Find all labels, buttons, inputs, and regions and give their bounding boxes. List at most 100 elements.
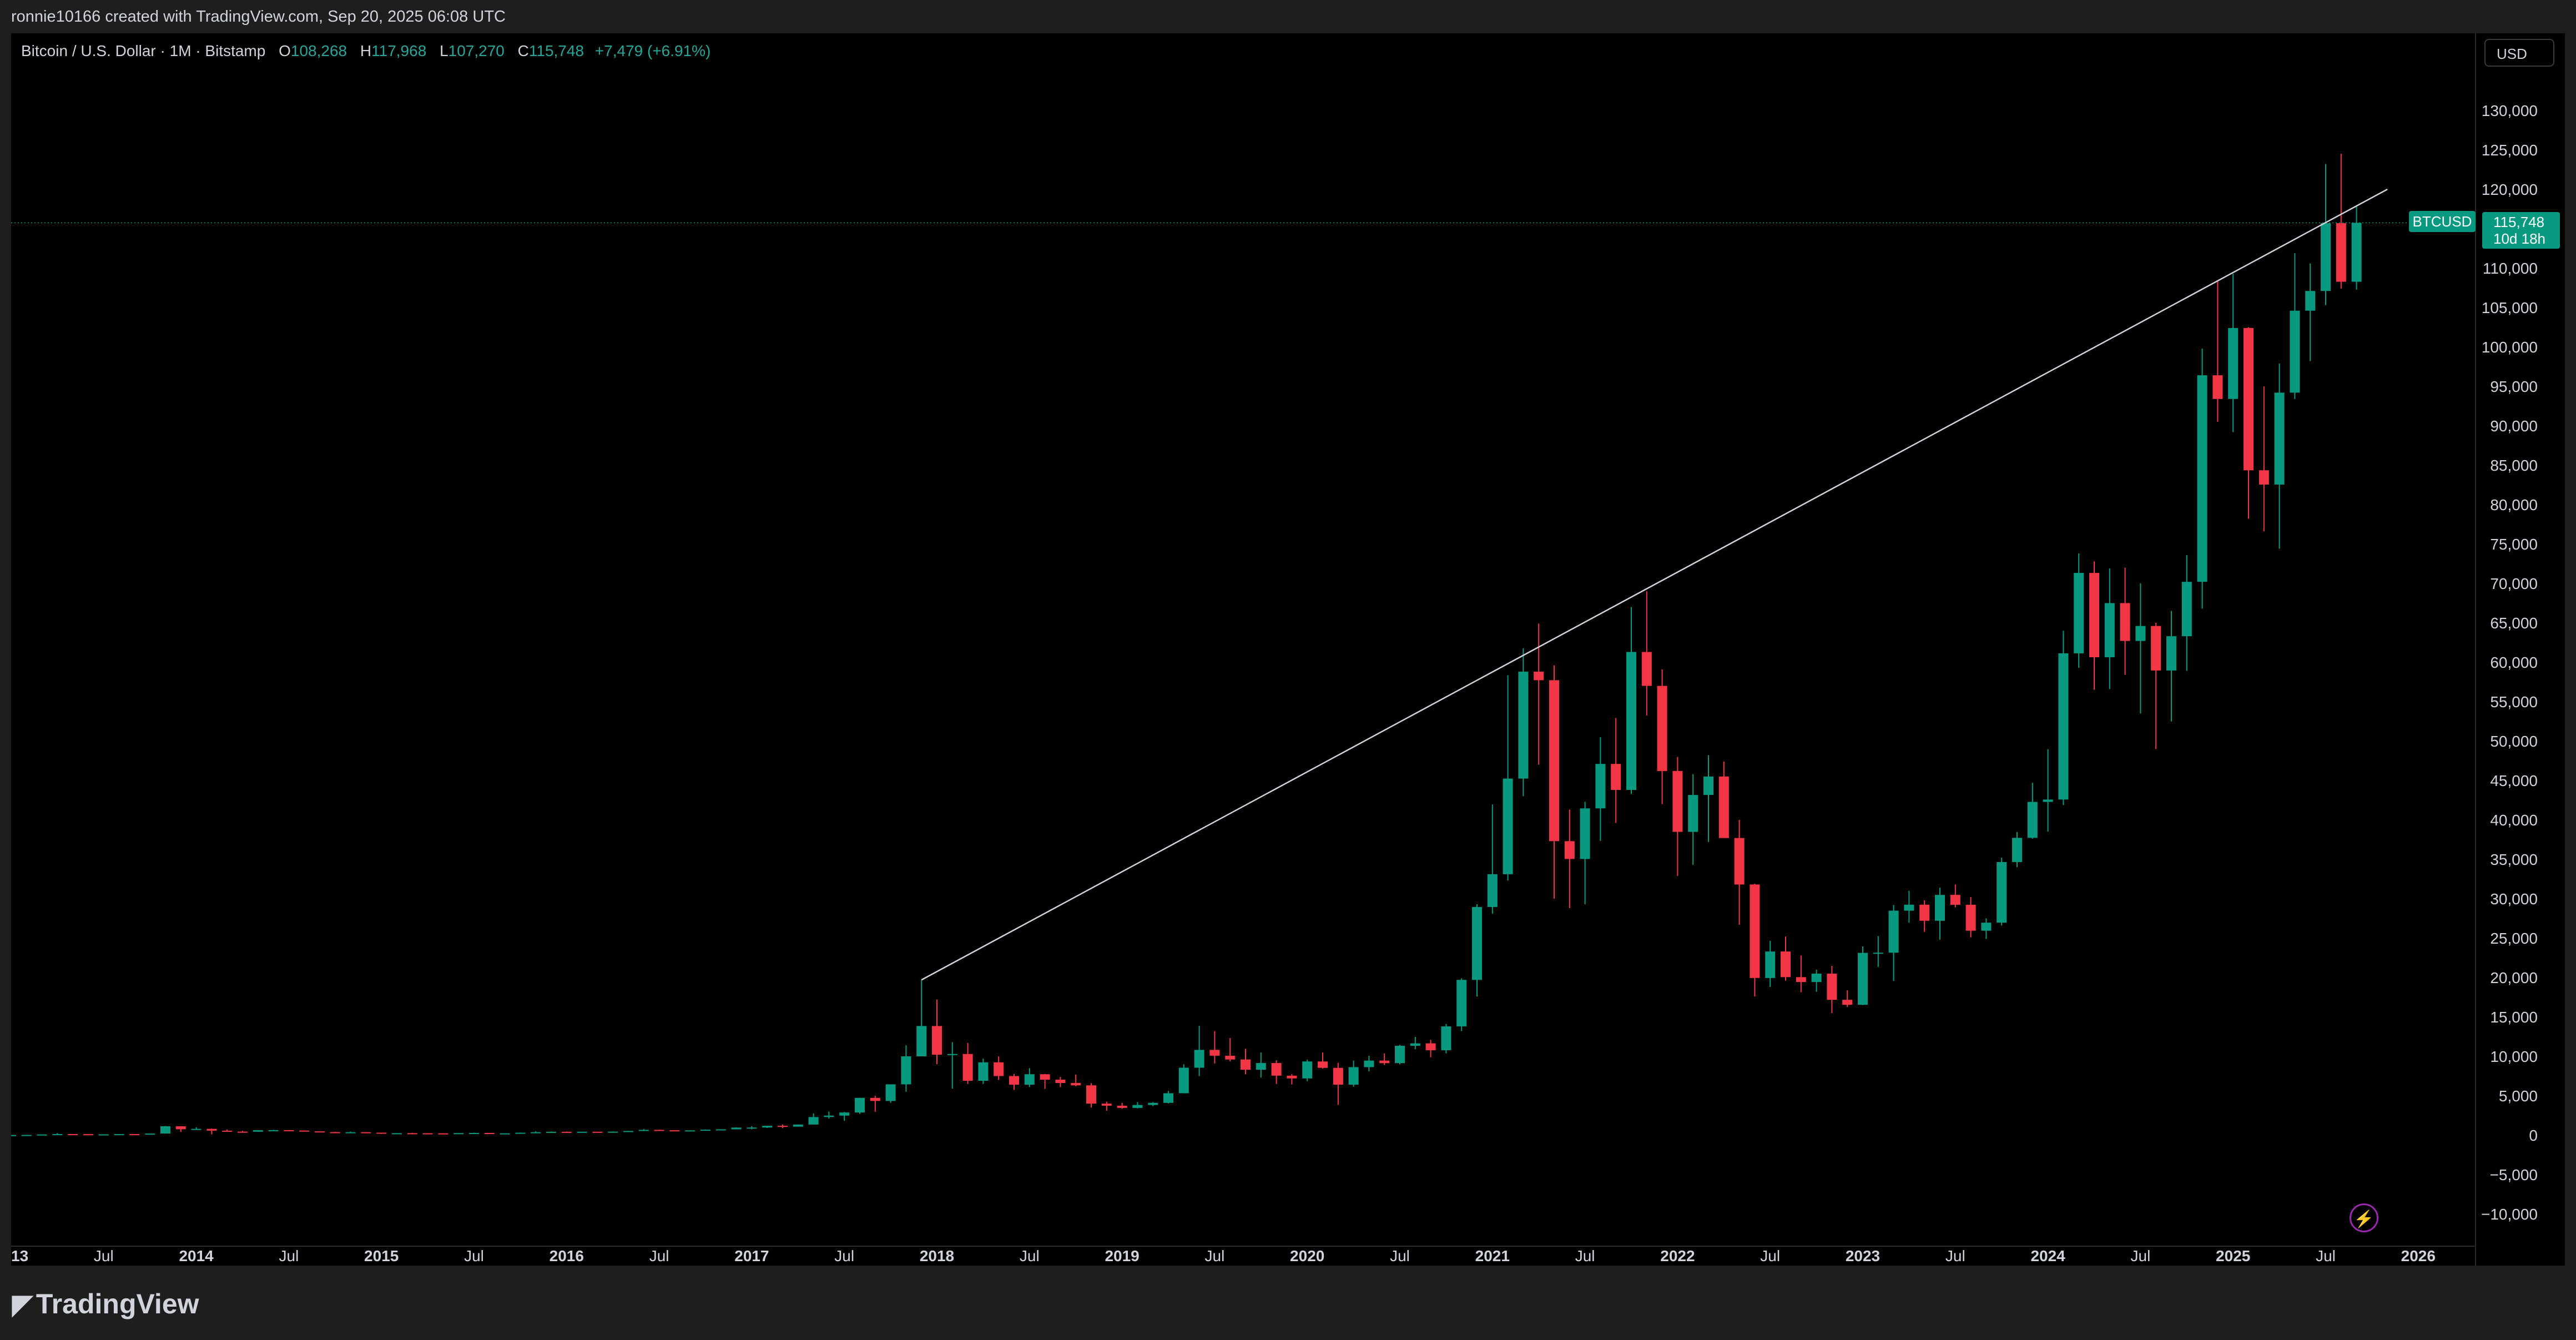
- tradingview-logo-icon: ◤: [12, 1290, 33, 1319]
- candle-body: [2027, 802, 2038, 838]
- y-tick-label: 50,000: [2490, 733, 2538, 750]
- y-tick-label: 125,000: [2482, 142, 2538, 159]
- x-tick-label: 2018: [920, 1247, 954, 1265]
- chart-panel[interactable]: 130,000125,000120,000115,000110,000105,0…: [11, 33, 2565, 1266]
- candle-body: [1209, 1050, 1220, 1056]
- candle-body: [1703, 776, 1713, 795]
- candle-body: [438, 1133, 448, 1135]
- candle-body: [2290, 310, 2300, 393]
- x-tick-label: 2021: [1475, 1247, 1510, 1265]
- candle-body: [52, 1134, 63, 1136]
- candle-body: [577, 1131, 587, 1133]
- candle-body: [83, 1134, 93, 1136]
- x-tick-label: Jul: [1575, 1247, 1595, 1265]
- candle-body: [1688, 795, 1698, 832]
- symbol-title[interactable]: Bitcoin / U.S. Dollar · 1M · Bitstamp: [21, 42, 266, 59]
- candle-body: [916, 1026, 927, 1056]
- x-tick-label: 2017: [734, 1247, 769, 1265]
- candle-body: [994, 1062, 1004, 1076]
- candle-body: [2135, 626, 2146, 641]
- x-tick-label: 2026: [2401, 1247, 2436, 1265]
- y-tick-label: 100,000: [2482, 339, 2538, 356]
- x-tick-label: 2015: [364, 1247, 399, 1265]
- candle-body: [2181, 582, 2192, 637]
- open-value: 108,268: [290, 42, 347, 59]
- candle-body: [654, 1130, 664, 1131]
- candle-body: [284, 1130, 294, 1131]
- y-tick-label: 55,000: [2490, 693, 2538, 711]
- y-tick-label: 70,000: [2490, 575, 2538, 592]
- chart-credit: ronnie10166 created with TradingView.com…: [11, 8, 506, 26]
- candle-body: [1379, 1060, 1390, 1064]
- candle-body: [1178, 1067, 1189, 1094]
- x-tick-label: Jul: [649, 1247, 669, 1265]
- candle-body: [2151, 626, 2161, 671]
- candle-body: [1024, 1074, 1035, 1085]
- candle-body: [1781, 951, 1791, 978]
- y-tick-label: 75,000: [2490, 536, 2538, 553]
- candle-body: [1672, 770, 1683, 832]
- candle-body: [824, 1115, 834, 1117]
- candle-body: [1410, 1043, 1420, 1046]
- high-value: 117,968: [371, 42, 427, 59]
- trendline: [921, 188, 2388, 981]
- candle-body: [1117, 1105, 1127, 1108]
- y-tick-label: 80,000: [2490, 496, 2538, 513]
- candle-body: [1148, 1102, 1158, 1105]
- candle-body: [947, 1054, 957, 1055]
- candle-body: [2089, 573, 2099, 658]
- candle-body: [608, 1131, 618, 1133]
- candle-body: [1981, 923, 1992, 931]
- candle-body: [1564, 841, 1575, 859]
- candle-body: [392, 1133, 402, 1135]
- currency-button[interactable]: USD: [2484, 39, 2554, 67]
- candle-body: [222, 1130, 233, 1132]
- y-tick-label: 105,000: [2482, 299, 2538, 316]
- x-tick-label: Jul: [2316, 1247, 2336, 1265]
- candle-body: [1472, 906, 1482, 980]
- candle-body: [1718, 776, 1729, 838]
- candle-body: [731, 1127, 742, 1130]
- tradingview-logo[interactable]: ◤ TradingView: [12, 1288, 199, 1320]
- price-chart[interactable]: 130,000125,000120,000115,000110,000105,0…: [11, 33, 2565, 1266]
- candle-body: [1256, 1063, 1266, 1070]
- candle-body: [2074, 573, 2084, 653]
- x-tick-label: Jul: [834, 1247, 854, 1265]
- lightning-icon[interactable]: ⚡: [2350, 1203, 2378, 1232]
- candle-body: [1858, 953, 1868, 1005]
- candle-body: [561, 1131, 572, 1133]
- candle-body: [638, 1130, 649, 1131]
- candle-body: [669, 1130, 680, 1132]
- candle-body: [175, 1126, 186, 1130]
- candle-body: [839, 1112, 850, 1116]
- candle-body: [500, 1133, 510, 1135]
- candle-body: [2351, 223, 2362, 282]
- candle-body: [68, 1134, 78, 1136]
- y-tick-label: 0: [2529, 1127, 2538, 1144]
- candle-body: [855, 1097, 865, 1113]
- candle-body: [1333, 1067, 1343, 1085]
- x-tick-label: 2022: [1660, 1247, 1695, 1265]
- x-tick-label: Jul: [94, 1247, 114, 1265]
- x-tick-label: 2013: [11, 1247, 28, 1265]
- low-key: L: [440, 42, 448, 59]
- low-value: 107,270: [448, 42, 505, 59]
- x-tick-label: Jul: [1020, 1247, 1040, 1265]
- x-tick-label: Jul: [464, 1247, 484, 1265]
- candle-body: [546, 1131, 556, 1133]
- candle-body: [623, 1131, 633, 1132]
- change-value: +7,479 (+6.91%): [594, 42, 711, 59]
- candle-body: [345, 1132, 356, 1134]
- candle-body: [1425, 1043, 1436, 1050]
- candle-body: [2274, 392, 2285, 485]
- candle-body: [1055, 1080, 1066, 1083]
- candle-body: [299, 1130, 310, 1132]
- candle-body: [1580, 808, 1590, 859]
- candle-body: [2197, 375, 2207, 582]
- candle-body: [1040, 1074, 1050, 1080]
- candle-body: [978, 1062, 989, 1081]
- candle-body: [1595, 764, 1606, 809]
- candle-body: [422, 1133, 433, 1135]
- candle-body: [114, 1134, 124, 1136]
- candle-body: [11, 1135, 16, 1136]
